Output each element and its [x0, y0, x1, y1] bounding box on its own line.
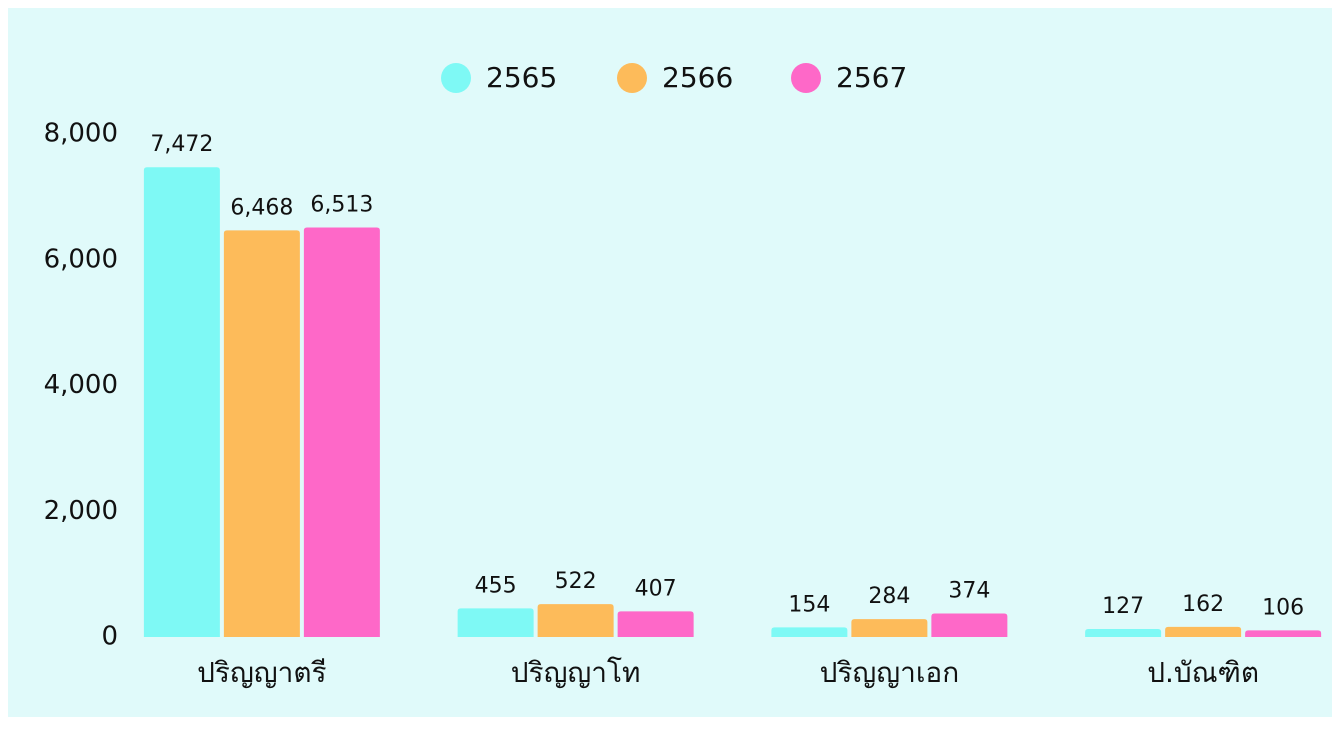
bar — [1245, 630, 1322, 637]
value-label: 154 — [788, 592, 830, 617]
bar — [537, 604, 614, 637]
y-tick-label: 0 — [101, 622, 118, 652]
x-tick-label: ปริญญาเอก — [820, 656, 960, 689]
y-tick-label: 2,000 — [44, 496, 118, 526]
legend-label: 2566 — [662, 61, 733, 94]
bar — [1085, 629, 1162, 637]
bar — [771, 627, 848, 637]
bar — [143, 167, 220, 637]
legend-label: 2567 — [836, 61, 907, 94]
bar — [851, 619, 928, 637]
bar — [223, 230, 300, 637]
legend-swatch — [791, 63, 821, 93]
x-tick-label: ปริญญาตรี — [197, 656, 326, 689]
value-label: 522 — [555, 569, 597, 594]
value-label: 106 — [1262, 595, 1304, 620]
value-label: 127 — [1102, 594, 1144, 619]
bar — [457, 608, 534, 637]
bar — [303, 227, 380, 638]
legend-label: 2565 — [486, 61, 557, 94]
legend-swatch — [617, 63, 647, 93]
bar — [617, 611, 694, 637]
bar — [931, 613, 1008, 637]
value-label: 7,472 — [150, 132, 213, 157]
value-label: 6,513 — [310, 192, 373, 217]
value-label: 374 — [948, 578, 990, 603]
value-label: 6,468 — [230, 195, 293, 220]
y-tick-label: 6,000 — [44, 244, 118, 274]
y-tick-label: 4,000 — [44, 370, 118, 400]
value-label: 407 — [635, 576, 677, 601]
bar — [1165, 626, 1242, 637]
x-tick-label: ป.บัณฑิต — [1147, 656, 1259, 689]
value-label: 455 — [475, 573, 517, 598]
legend-swatch — [441, 63, 471, 93]
y-tick-label: 8,000 — [44, 119, 118, 149]
value-label: 284 — [868, 584, 910, 609]
value-label: 162 — [1182, 592, 1224, 617]
x-tick-label: ปริญญาโท — [511, 656, 641, 689]
